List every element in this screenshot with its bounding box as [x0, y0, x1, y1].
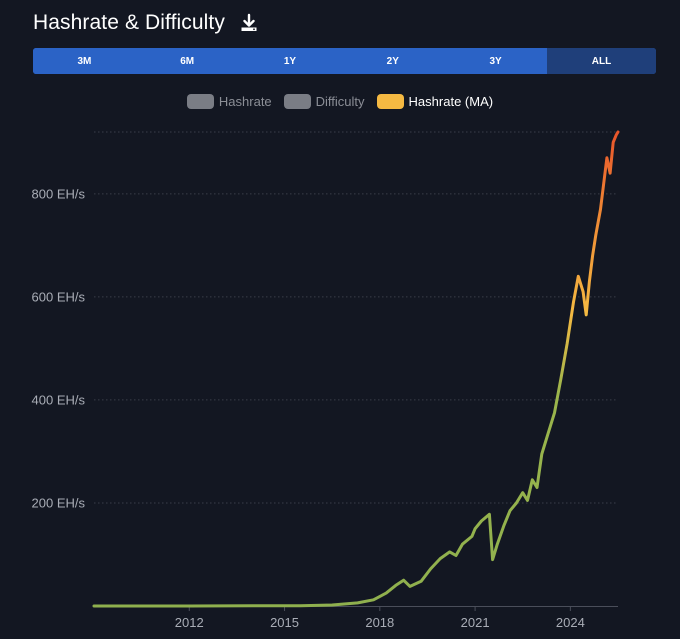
y-axis: 200 EH/s 400 EH/s 600 EH/s 800 EH/s	[32, 186, 86, 510]
series-line-hashrate-ma	[92, 130, 620, 608]
legend-label-hashrate-ma: Hashrate (MA)	[408, 93, 494, 109]
legend-swatch-hashrate-ma	[376, 93, 404, 109]
page-title: Hashrate & Difficulty	[33, 11, 225, 34]
legend-item-hashrate[interactable]: Hashrate	[186, 93, 272, 109]
x-axis: 2012 2015 2018 2021 2024	[175, 606, 585, 630]
chart-legend: Hashrate Difficulty Hashrate (MA)	[0, 90, 680, 112]
x-tick-label: 2024	[556, 615, 585, 630]
x-tick-label: 2015	[270, 615, 299, 630]
range-6m-button[interactable]: 6M	[135, 48, 239, 74]
range-all-button[interactable]: ALL	[546, 48, 656, 74]
legend-item-hashrate-ma[interactable]: Hashrate (MA)	[376, 93, 494, 109]
range-selector: 3M 6M 1Y 2Y 3Y ALL	[33, 48, 656, 74]
range-3m-button[interactable]: 3M	[33, 48, 136, 74]
y-tick-label: 200 EH/s	[32, 495, 86, 510]
series-layer	[92, 130, 620, 608]
x-tick-label: 2018	[365, 615, 394, 630]
legend-swatch-hashrate	[186, 93, 214, 109]
legend-swatch-difficulty	[283, 93, 311, 109]
legend-label-difficulty: Difficulty	[315, 93, 365, 109]
range-3y-button[interactable]: 3Y	[444, 48, 547, 74]
download-icon[interactable]	[239, 12, 259, 34]
range-1y-button[interactable]: 1Y	[238, 48, 342, 74]
y-tick-label: 600 EH/s	[32, 289, 86, 304]
x-tick-label: 2012	[175, 615, 204, 630]
legend-item-difficulty[interactable]: Difficulty	[283, 93, 365, 109]
x-tick-label: 2021	[461, 615, 490, 630]
header: Hashrate & Difficulty	[33, 8, 259, 38]
legend-label-hashrate: Hashrate	[218, 93, 272, 109]
y-tick-label: 400 EH/s	[32, 392, 86, 407]
range-2y-button[interactable]: 2Y	[341, 48, 445, 74]
y-tick-label: 800 EH/s	[32, 186, 86, 201]
grid-lines	[94, 131, 618, 607]
